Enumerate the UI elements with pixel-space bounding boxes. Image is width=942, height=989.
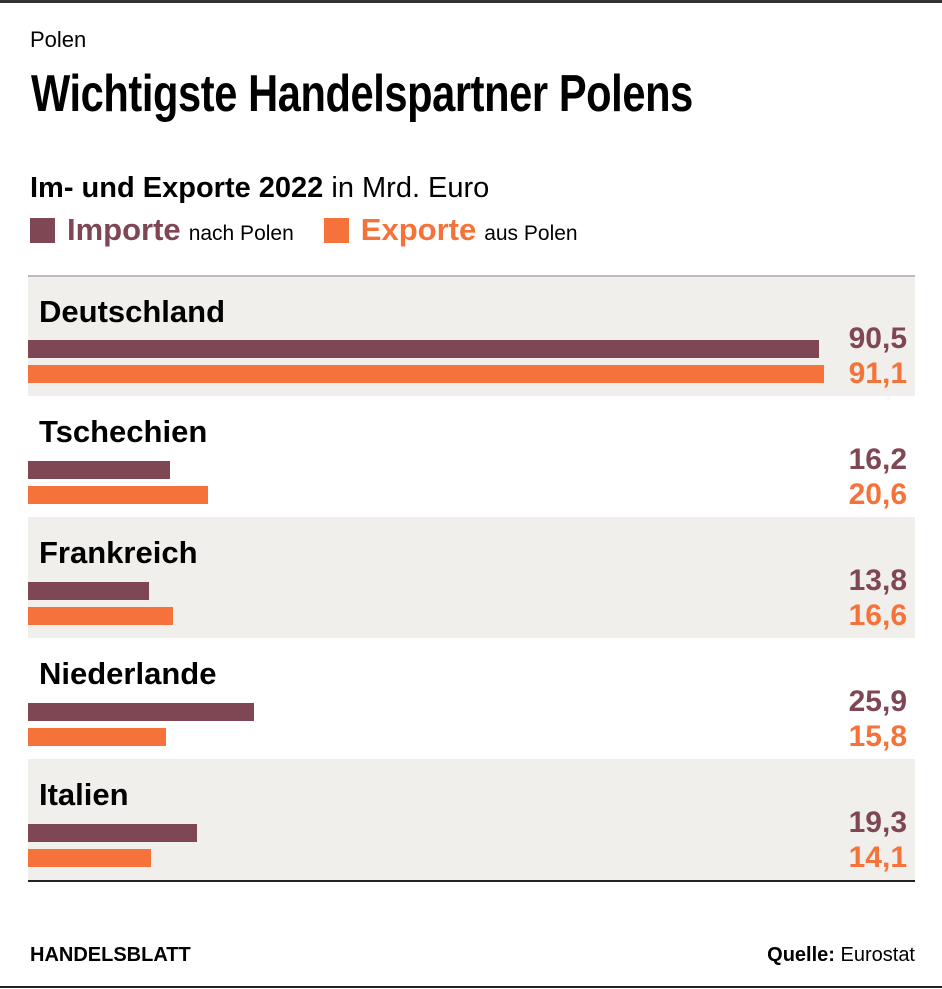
import-bar <box>28 340 819 358</box>
subtitle-unit: in Mrd. Euro <box>323 172 490 204</box>
export-bar <box>28 607 174 625</box>
kicker: Polen <box>30 27 87 52</box>
source-label: Quelle: <box>767 944 835 966</box>
brand-logo: HANDELSBLATT <box>30 944 191 966</box>
category-label: Tschechien <box>39 414 208 449</box>
category-row: Niederlande 25,9 15,8 <box>28 638 915 759</box>
import-bar <box>28 824 197 842</box>
category-label: Niederlande <box>39 656 217 691</box>
legend-swatch-import <box>30 218 55 243</box>
import-value-label: 13,8 <box>848 564 907 597</box>
bar-chart: Deutschland 90,5 91,1 Tschechien 16,2 20,6 Fra… <box>28 275 915 882</box>
import-value-label: 19,3 <box>848 806 907 839</box>
source-value: Eurostat <box>834 944 916 966</box>
export-value-label: 91,1 <box>848 357 907 390</box>
export-value-label: 15,8 <box>848 720 907 753</box>
legend-export-label: Exporte <box>360 212 477 247</box>
category-row: Tschechien 16,2 20,6 <box>28 396 915 517</box>
chart-top-rule <box>28 275 915 277</box>
export-bar <box>28 728 167 746</box>
legend-import-label: Importe <box>67 212 181 247</box>
export-bar <box>28 849 152 867</box>
chart-baseline <box>28 880 915 882</box>
chart-title: Wichtigste Handelspartner Polens <box>31 65 693 123</box>
category-label: Deutschland <box>39 294 226 329</box>
import-bar <box>28 703 255 721</box>
chart-subtitle: Im- und Exporte 2022 in Mrd. Euro <box>30 172 489 205</box>
category-label: Italien <box>39 777 129 812</box>
top-rule <box>0 0 942 3</box>
import-bar <box>28 582 149 600</box>
legend-swatch-export <box>323 218 349 243</box>
category-row: Frankreich 13,8 16,6 <box>28 517 915 638</box>
export-bar <box>28 486 208 504</box>
category-row: Italien 19,3 14,1 <box>28 759 915 880</box>
legend-import-suffix: nach Polen <box>188 222 294 245</box>
bottom-rule <box>0 986 942 988</box>
export-value-label: 14,1 <box>848 841 907 874</box>
legend-export-suffix: aus Polen <box>484 222 578 245</box>
export-value-label: 20,6 <box>848 478 907 511</box>
export-value-label: 16,6 <box>848 599 907 632</box>
category-label: Frankreich <box>39 535 198 570</box>
export-bar <box>28 365 824 383</box>
legend: Importe nach Polen Exporte aus Polen <box>30 212 608 248</box>
import-bar <box>28 461 170 479</box>
category-row: Deutschland 90,5 91,1 <box>28 276 915 396</box>
import-value-label: 16,2 <box>848 443 907 476</box>
subtitle-bold: Im- und Exporte 2022 <box>30 172 324 204</box>
source: Quelle: Eurostat <box>767 944 915 967</box>
import-value-label: 25,9 <box>848 685 907 718</box>
import-value-label: 90,5 <box>848 322 907 355</box>
